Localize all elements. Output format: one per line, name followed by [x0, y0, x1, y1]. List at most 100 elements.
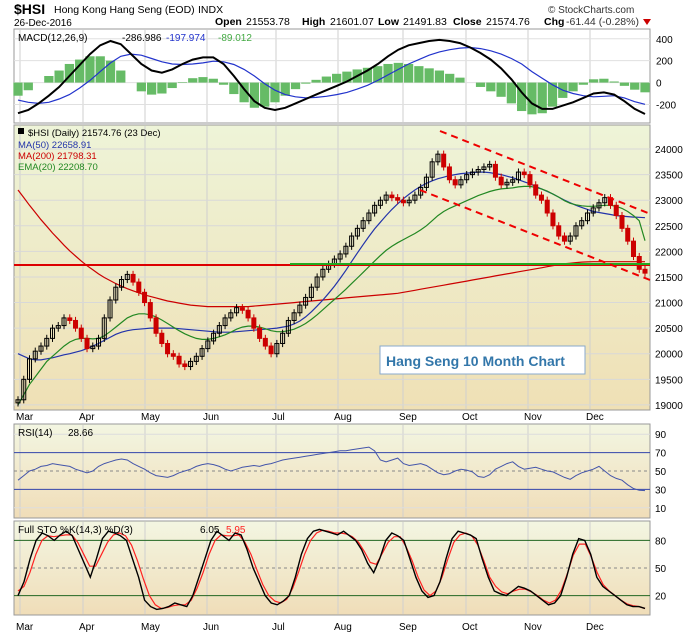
candle-body	[15, 399, 21, 404]
candle-body	[406, 199, 412, 204]
candle-body	[188, 360, 194, 368]
macd-hist-bar	[393, 62, 403, 83]
macd-hist-bar	[13, 82, 23, 96]
candle-body	[205, 340, 211, 350]
candle-body	[199, 348, 205, 357]
month-tick-label: May	[141, 622, 160, 633]
price-tick-label: 23500	[655, 171, 683, 182]
macd-hist-bar	[188, 78, 198, 83]
candle-body	[521, 171, 527, 176]
candle-legend-icon	[18, 128, 24, 134]
high-label: High	[302, 16, 325, 28]
macd-hist-bar	[177, 82, 188, 83]
candle-body	[596, 202, 602, 209]
macd-hist-bar	[260, 82, 270, 107]
macd-hist-bar	[640, 82, 650, 93]
macd-hist-bar	[517, 82, 527, 112]
candle-body	[44, 337, 50, 347]
sto-tick-label: 50	[655, 564, 667, 575]
candle-body	[538, 194, 544, 201]
price-tick-label: 20000	[655, 350, 683, 361]
rsi-tick-label: 30	[655, 485, 667, 496]
macd-hist-bar	[362, 67, 373, 83]
candle-body	[297, 304, 303, 314]
candle-body	[504, 181, 510, 186]
candle-body	[412, 194, 418, 201]
candle-body	[50, 327, 56, 339]
candle-body	[602, 197, 608, 204]
candle-body	[423, 176, 429, 188]
macd-hist-bar	[496, 82, 506, 97]
candle-body	[193, 355, 199, 362]
candle-body	[636, 255, 642, 270]
candle-body	[590, 207, 596, 214]
candle-body	[366, 212, 372, 222]
candle-body	[107, 299, 113, 319]
candle-body	[165, 342, 171, 355]
candle-body	[435, 153, 441, 163]
candle-body	[567, 235, 573, 242]
macd-hist-bar	[311, 79, 321, 83]
ma200-legend: MA(200) 21798.31	[18, 151, 97, 162]
rsi-tick-label: 10	[655, 504, 667, 515]
rsi-legend-value: 28.66	[68, 428, 93, 439]
annotation-box	[379, 345, 586, 375]
macd-hist-bar	[527, 82, 537, 115]
rsi-tick-label: 90	[655, 430, 667, 441]
sto-panel: 80 50 20 Full STO %K(14,3) %D(3) 6.05 5.95	[13, 520, 667, 616]
rsi-tick-label: 70	[655, 449, 667, 460]
macd-tick-label: -200	[656, 100, 676, 111]
macd-hist-bar	[23, 82, 33, 91]
macd-hist-bar	[414, 66, 424, 83]
macd-hist-bar	[208, 78, 218, 83]
month-tick-label: Jun	[203, 412, 219, 423]
month-tick-label: May	[141, 412, 160, 423]
month-tick-label: Aug	[334, 622, 352, 633]
month-tick-label: Sep	[399, 412, 417, 423]
macd-hist-bar	[475, 82, 486, 87]
macd-hist-bar	[136, 82, 146, 92]
macd-hist-bar	[105, 60, 116, 83]
candle-body	[90, 345, 96, 350]
candle-body	[176, 355, 182, 365]
candle-body	[159, 332, 165, 344]
macd-hist-bar	[537, 82, 547, 114]
macd-hist-bar	[85, 56, 95, 83]
candle-body	[280, 332, 286, 344]
candle-body	[487, 163, 493, 168]
month-tick-label: Jun	[203, 622, 219, 633]
candle-body	[389, 194, 395, 199]
candle-body	[383, 194, 389, 201]
candle-body	[67, 317, 73, 321]
ma50-legend: MA(50) 22658.91	[18, 140, 91, 151]
candle-body	[222, 317, 228, 327]
candle-body	[303, 296, 309, 306]
candle-body	[469, 171, 475, 176]
candle-body	[544, 199, 550, 214]
copyright: © StockCharts.com	[548, 5, 634, 16]
macd-hist-bar	[54, 70, 64, 83]
candle-body	[395, 197, 401, 201]
macd-hist-bar	[373, 66, 383, 83]
candlesticks	[15, 150, 648, 407]
macd-hist-bar	[198, 77, 208, 83]
macd-hist-bar	[342, 71, 352, 83]
candle-body	[61, 317, 67, 327]
candle-body	[153, 317, 159, 334]
price-tick-label: 20500	[655, 324, 683, 335]
macd-hist-bar	[249, 82, 260, 108]
candle-body	[464, 174, 470, 181]
price-panel: 24000 23500 23000 22500 22000 21500 21000 20500…	[13, 124, 683, 412]
sto-tick-label: 20	[655, 592, 667, 603]
candle-body	[561, 235, 567, 242]
close-label: Close	[453, 16, 482, 28]
sto-legend-d: 5.95	[226, 525, 246, 536]
month-tick-label: Aug	[334, 412, 352, 423]
month-tick-label: Sep	[399, 622, 417, 633]
candle-body	[147, 302, 153, 319]
ema20-line	[17, 185, 646, 406]
macd-tick-label: 200	[656, 57, 673, 68]
candle-body	[372, 204, 378, 214]
candle-body	[337, 253, 343, 260]
candle-body	[136, 281, 142, 293]
